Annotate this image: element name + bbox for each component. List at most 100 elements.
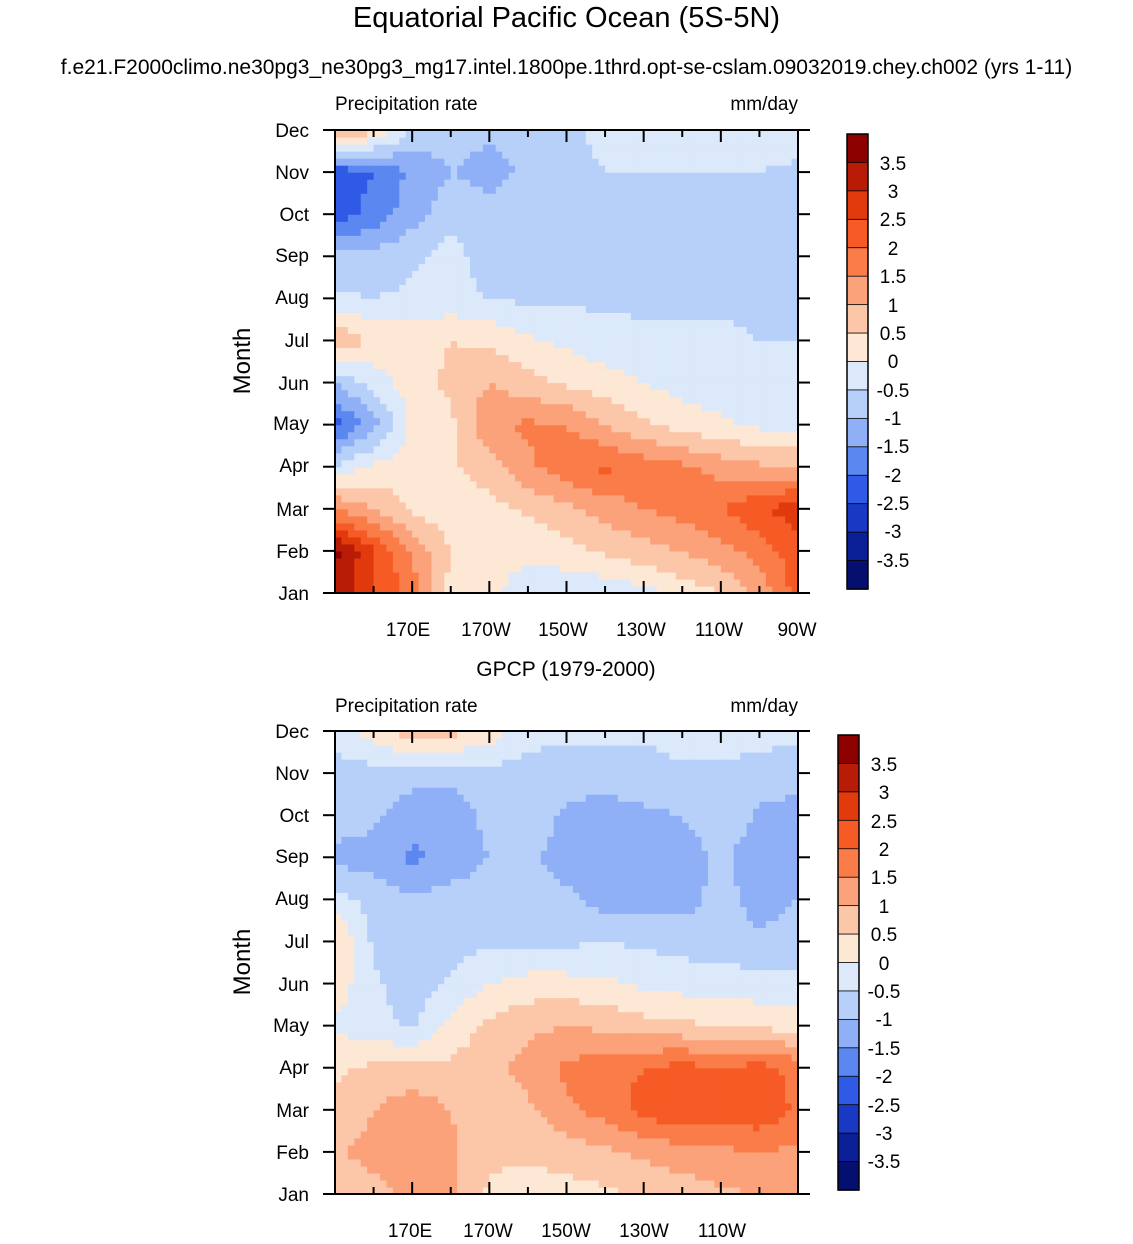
- contour-cell: [380, 417, 388, 426]
- contour-cell: [534, 564, 542, 573]
- contour-cell: [444, 438, 452, 447]
- contour-cell: [765, 179, 773, 187]
- contour-cell: [457, 165, 465, 173]
- contour-cell: [772, 277, 780, 285]
- contour-cell: [373, 137, 381, 145]
- contour-cell: [527, 452, 535, 461]
- contour-cell: [566, 550, 574, 559]
- contour-cell: [617, 326, 625, 335]
- contour-cell: [611, 403, 619, 412]
- contour-cell: [373, 354, 381, 363]
- contour-cell: [752, 431, 761, 440]
- contour-cell: [785, 515, 793, 524]
- contour-cell: [714, 179, 722, 187]
- contour-cell: [605, 550, 613, 559]
- contour-cell: [431, 480, 439, 489]
- contour-cell: [463, 221, 471, 229]
- contour-cell: [527, 228, 535, 236]
- contour-cell: [489, 242, 497, 250]
- contour-cell: [759, 564, 767, 573]
- contour-cell: [335, 270, 343, 278]
- contour-cell: [463, 333, 471, 342]
- contour-cell: [701, 200, 709, 208]
- contour-cell: [470, 221, 478, 229]
- contour-cell: [405, 452, 413, 461]
- contour-cell: [701, 165, 709, 173]
- contour-cell: [617, 396, 625, 405]
- contour-cell: [682, 137, 690, 145]
- contour-cell: [630, 361, 638, 370]
- contour-cell: [431, 396, 439, 405]
- contour-cell: [444, 151, 452, 159]
- contour-cell: [502, 158, 510, 166]
- contour-cell: [598, 319, 606, 328]
- contour-cell: [418, 165, 426, 173]
- contour-cell: [733, 466, 741, 475]
- contour-cell: [508, 445, 516, 454]
- contour-cell: [431, 347, 439, 356]
- contour-cell: [740, 137, 748, 145]
- contour-cell: [386, 473, 394, 482]
- contour-cell: [373, 494, 381, 503]
- contour-cell: [688, 494, 696, 503]
- contour-cell: [759, 536, 767, 545]
- contour-cell: [560, 522, 568, 531]
- contour-cell: [688, 403, 696, 412]
- contour-cell: [650, 557, 658, 566]
- contour-cell: [662, 151, 670, 159]
- contour-cell: [534, 235, 542, 243]
- contour-cell: [701, 403, 709, 412]
- contour-cell: [341, 340, 349, 349]
- contour-cell: [598, 438, 606, 447]
- contour-cell: [386, 165, 394, 173]
- contour-cell: [714, 382, 722, 391]
- contour-cell: [720, 312, 728, 321]
- contour-cell: [444, 347, 452, 356]
- contour-cell: [675, 494, 683, 503]
- contour-cell: [347, 200, 355, 208]
- contour-cell: [463, 144, 471, 152]
- contour-cell: [405, 368, 413, 377]
- contour-cell: [463, 494, 471, 503]
- contour-cell: [785, 277, 793, 285]
- contour-cell: [489, 214, 497, 222]
- contour-cell: [759, 242, 767, 250]
- contour-cell: [592, 459, 600, 468]
- contour-cell: [335, 130, 343, 138]
- contour-cell: [367, 501, 375, 510]
- contour-cell: [457, 207, 465, 215]
- contour-cell: [617, 515, 625, 524]
- contour-cell: [373, 445, 381, 454]
- contour-cell: [566, 200, 574, 208]
- contour-cell: [778, 459, 786, 468]
- contour-cell: [335, 1151, 343, 1160]
- contour-cell: [367, 389, 375, 398]
- contour-cell: [637, 179, 645, 187]
- contour-cell: [412, 585, 420, 593]
- contour-cell: [335, 759, 343, 767]
- contour-cell: [598, 564, 606, 573]
- contour-cell: [335, 480, 343, 489]
- contour-cell: [752, 396, 761, 405]
- contour-cell: [688, 361, 696, 370]
- contour-cell: [656, 487, 664, 496]
- contour-cell: [662, 298, 670, 306]
- contour-cell: [502, 529, 510, 538]
- colorbar-label: 3.5: [880, 154, 906, 175]
- contour-cell: [701, 151, 709, 159]
- contour-cell: [605, 179, 613, 187]
- contour-cell: [643, 375, 651, 384]
- colorbar-swatch: [846, 474, 869, 505]
- contour-cell: [437, 403, 445, 412]
- contour-cell: [778, 221, 786, 229]
- contour-cell: [643, 284, 651, 292]
- contour-cell: [547, 494, 555, 503]
- contour-cell: [502, 487, 510, 496]
- contour-cell: [650, 515, 658, 524]
- contour-cell: [714, 207, 722, 215]
- contour-cell: [527, 480, 535, 489]
- contour-cell: [412, 557, 420, 566]
- contour-cell: [637, 578, 645, 587]
- contour-cell: [662, 515, 670, 524]
- contour-cell: [431, 263, 439, 271]
